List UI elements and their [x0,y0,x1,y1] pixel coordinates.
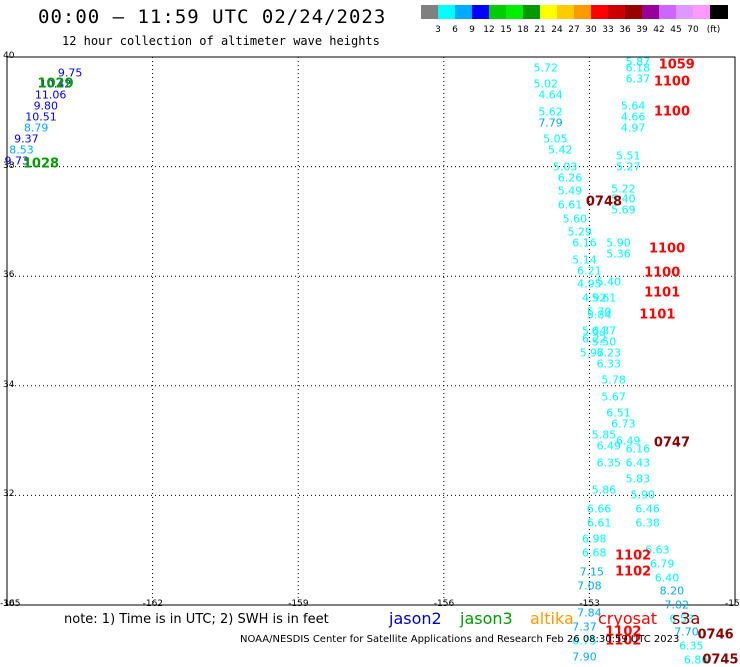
page-title: 00:00 – 11:59 UTC 02/24/2023 [38,6,387,28]
wave-height-point: 7.90 [572,650,597,664]
satellite-altika: altika [530,609,574,628]
map-plot [6,56,736,606]
page-subtitle: 12 hour collection of altimeter wave hei… [62,34,380,48]
legend-label: 42 [653,25,665,35]
legend-swatch [659,5,677,19]
legend-label: 15 [500,25,512,35]
satellite-s3a: s3a [672,609,701,628]
legend-label: (ft) [706,25,721,35]
wave-height-point: 7.37 [572,620,597,634]
satellite-jason3: jason3 [460,609,513,628]
legend-swatch [455,5,473,19]
legend-swatch [506,5,524,19]
footer-note: note: 1) Time is in UTC; 2) SWH is in fe… [64,612,329,627]
legend-swatch [608,5,626,19]
legend-label: 24 [551,25,563,35]
legend-swatch [574,5,592,19]
legend-label: 33 [602,25,614,35]
legend-label: 30 [585,25,597,35]
legend-label: 45 [670,25,682,35]
legend-label: 18 [517,25,529,35]
legend-swatch [693,5,711,19]
legend-swatch [557,5,575,19]
legend-swatch [676,5,694,19]
legend-label: 27 [568,25,580,35]
pass-time-label: 0746 [697,627,734,643]
legend-label: 39 [636,25,648,35]
legend-label: 36 [619,25,631,35]
legend-swatch [438,5,456,19]
footer-credit: NOAA/NESDIS Center for Satellite Applica… [240,634,680,645]
pass-time-label: 0745 [702,652,739,667]
legend-swatch [489,5,507,19]
legend-swatch [591,5,609,19]
legend-swatch [421,5,439,19]
legend-swatch [540,5,558,19]
satellite-cryosat: cryosat [598,609,658,628]
legend-swatch [472,5,490,19]
legend-label: 6 [452,25,458,35]
legend-swatch [710,5,728,19]
legend-swatch [642,5,660,19]
wave-height-point: 6.86 [683,653,709,667]
map-border [6,56,736,606]
satellite-jason2: jason2 [389,609,442,628]
legend-label: 3 [435,25,441,35]
legend-label: 12 [483,25,495,35]
legend-label: 9 [469,25,475,35]
legend-label: 21 [534,25,546,35]
legend-swatch [625,5,643,19]
legend-label: 70 [687,25,699,35]
color-legend: 3 6 9 12 15 18 21 24 27 30 33 36 39 42 45 70 (ft) [421,5,728,35]
legend-swatch [523,5,541,19]
